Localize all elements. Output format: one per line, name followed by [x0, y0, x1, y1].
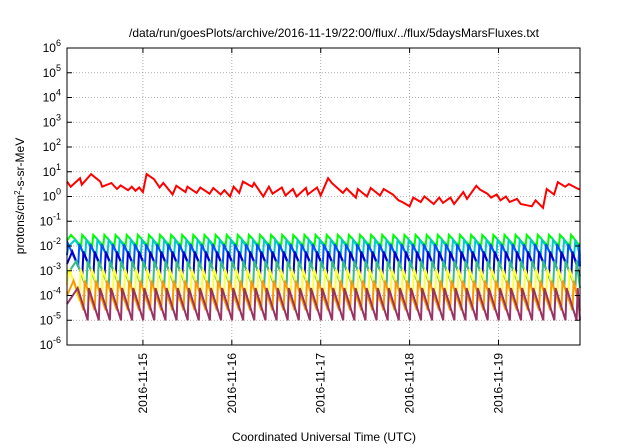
y-tick-exp: 4 — [56, 88, 61, 98]
y-tick-exp: 3 — [56, 112, 61, 122]
y-tick-base: 10 — [43, 91, 57, 105]
y-tick-label: 10-5 — [40, 310, 61, 327]
y-tick-label: 10-6 — [40, 335, 61, 352]
y-tick-base: 10 — [43, 41, 57, 55]
x-axis-label: Coordinated Universal Time (UTC) — [232, 430, 416, 444]
y-tick-base: 10 — [40, 289, 54, 303]
y-axis-label-sup: 2 — [13, 190, 22, 195]
y-tick-label: 102 — [43, 137, 61, 154]
y-tick-base: 10 — [43, 140, 57, 154]
x-tick-label: 2016-11-15 — [136, 353, 150, 414]
series-line-8 — [66, 285, 581, 321]
y-tick-label: 10-1 — [40, 211, 61, 228]
y-tick-base: 10 — [40, 313, 54, 327]
y-tick-exp: 5 — [56, 63, 61, 73]
y-tick-label: 10-4 — [40, 286, 61, 303]
y-tick-base: 10 — [43, 190, 57, 204]
y-tick-label: 101 — [43, 162, 61, 179]
y-tick-exp: 1 — [56, 162, 61, 172]
y-axis-label-post: -s-sr-MeV — [13, 138, 27, 191]
series-line-0 — [66, 172, 581, 210]
y-axis-label-pre: protons/cm — [13, 195, 27, 254]
y-tick-base: 10 — [40, 214, 54, 228]
y-tick-base: 10 — [43, 165, 57, 179]
series-layer — [66, 172, 581, 321]
y-tick-label: 106 — [43, 38, 61, 55]
y-tick-base: 10 — [40, 338, 54, 352]
y-tick-label: 100 — [43, 187, 61, 204]
x-tick-label: 2016-11-18 — [403, 353, 417, 414]
y-tick-base: 10 — [43, 66, 57, 80]
x-tick-label: 2016-11-19 — [492, 353, 506, 414]
x-tick-label: 2016-11-16 — [225, 353, 239, 414]
y-tick-exp: 0 — [56, 187, 61, 197]
y-tick-label: 10-2 — [40, 236, 61, 253]
chart-title: /data/run/goesPlots/archive/2016-11-19/2… — [129, 26, 540, 40]
y-tick-label: 103 — [43, 112, 61, 129]
x-axis: 2016-11-15 2016-11-16 2016-11-17 2016-11-18… — [136, 48, 506, 414]
y-tick-exp: -4 — [53, 286, 61, 296]
y-tick-base: 10 — [43, 115, 57, 129]
y-tick-base: 10 — [40, 264, 54, 278]
y-tick-exp: -6 — [53, 335, 61, 345]
y-tick-label: 10-3 — [40, 261, 61, 278]
y-axis: 10-610-510-410-310-210-11001011021031041… — [40, 38, 580, 352]
y-tick-exp: -5 — [53, 310, 61, 320]
y-tick-exp: -1 — [53, 211, 61, 221]
y-tick-base: 10 — [40, 239, 54, 253]
y-tick-exp: -2 — [53, 236, 61, 246]
x-tick-label: 2016-11-17 — [314, 353, 328, 414]
y-tick-label: 104 — [43, 88, 61, 105]
y-tick-exp: 6 — [56, 38, 61, 48]
y-tick-exp: 2 — [56, 137, 61, 147]
y-tick-exp: -3 — [53, 261, 61, 271]
y-axis-label: protons/cm2-s-sr-MeV — [13, 138, 28, 254]
y-tick-label: 105 — [43, 63, 61, 80]
